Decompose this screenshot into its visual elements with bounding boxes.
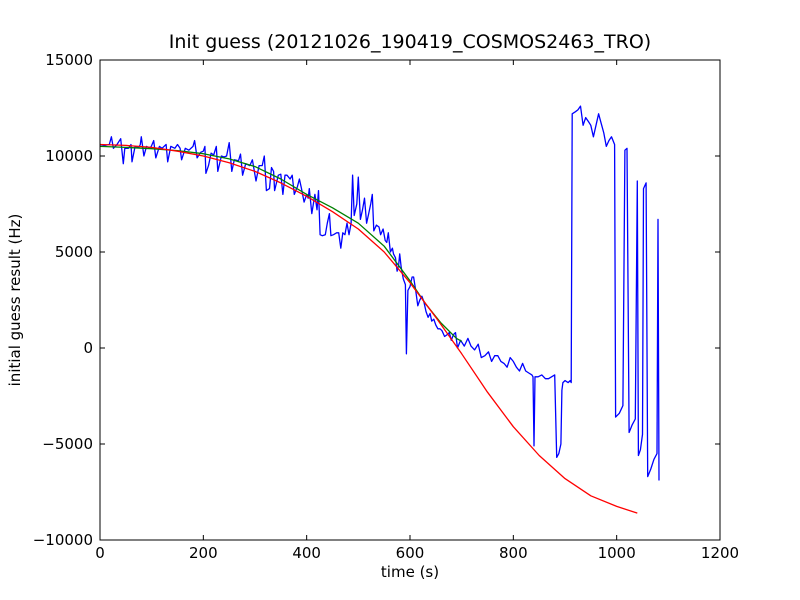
- chart-title: Init guess (20121026_190419_COSMOS2463_T…: [169, 31, 651, 53]
- y-tick-label: 0: [83, 339, 93, 357]
- x-tick-label: 1000: [598, 544, 636, 562]
- y-tick-label: −10000: [33, 531, 93, 549]
- y-tick-label: −5000: [42, 435, 93, 453]
- y-tick-label: 15000: [45, 51, 93, 69]
- series-blue-line: [99, 105, 660, 481]
- x-tick-label: 200: [189, 544, 218, 562]
- y-tick-label: 5000: [55, 243, 93, 261]
- x-tick-label: 400: [292, 544, 321, 562]
- x-tick-label: 1200: [701, 544, 739, 562]
- x-tick-label: 0: [95, 544, 105, 562]
- y-axis-label: initial guess result (Hz): [6, 214, 24, 387]
- tick-layer: 0 200 400 600 800 1000 1200 −10000 −5000 0 5000 100…: [33, 51, 739, 562]
- x-tick-label: 600: [396, 544, 425, 562]
- series-layer: [99, 105, 660, 514]
- x-axis-label: time (s): [381, 563, 439, 581]
- x-tick-label: 800: [499, 544, 528, 562]
- y-tick-label: 10000: [45, 147, 93, 165]
- plot-area: [100, 60, 720, 540]
- series-red-line: [99, 143, 638, 514]
